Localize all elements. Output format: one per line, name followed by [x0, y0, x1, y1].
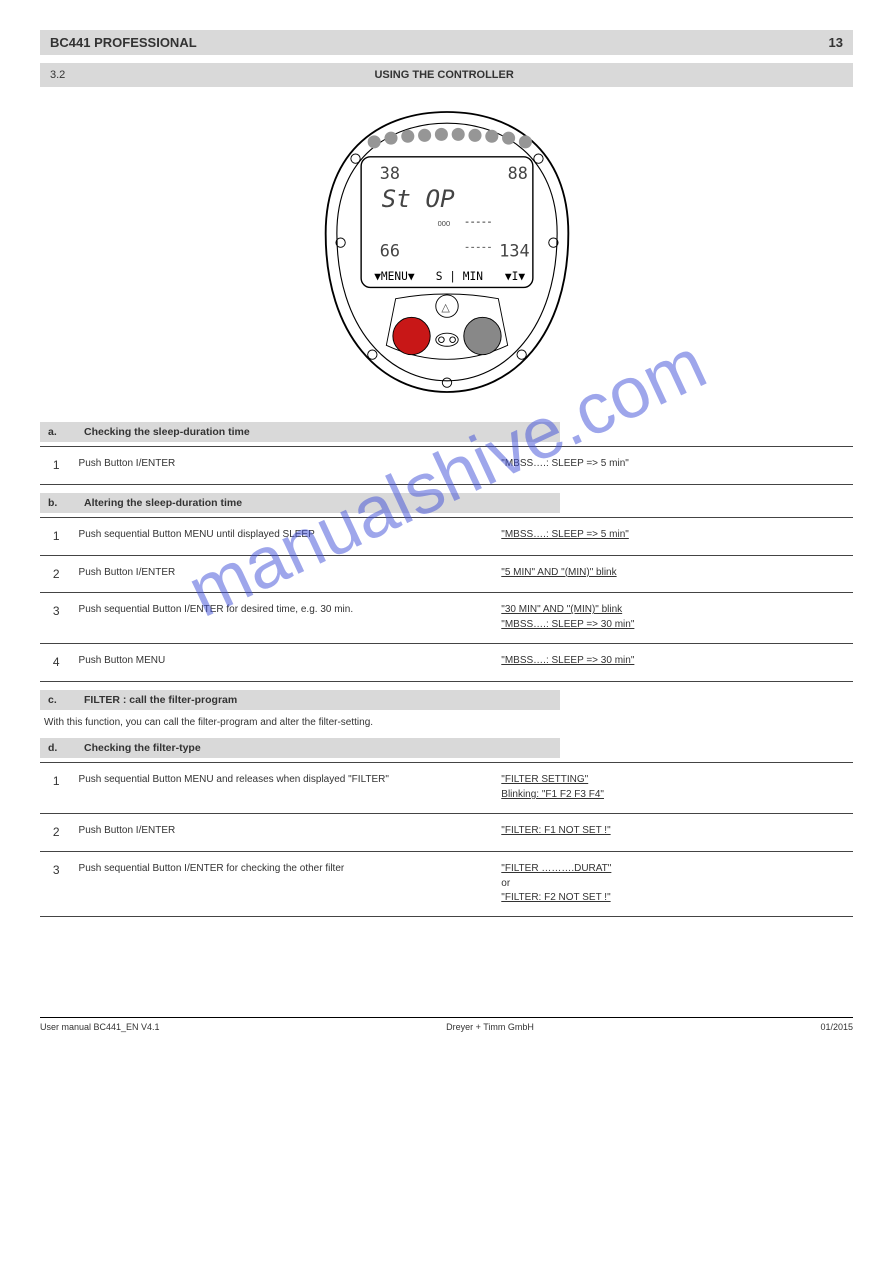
lcd-menu-label: ▼MENU▼ — [374, 270, 415, 283]
step-action: Push Button I/ENTER — [73, 555, 496, 593]
step-number: 1 — [40, 763, 73, 814]
page-title: BC441 PROFESSIONAL — [50, 35, 197, 50]
section-c-title: FILTER : call the filter-program — [84, 694, 237, 706]
table-row: 1 Push sequential Button MENU until disp… — [40, 517, 853, 555]
step-display: "FILTER ……….DURAT" or "FILTER: F2 NOT SE… — [495, 851, 853, 916]
step-action: Push Button I/ENTER — [73, 814, 496, 852]
footer-right: 01/2015 — [820, 1022, 853, 1032]
table-row: 1 Push sequential Button MENU and releas… — [40, 763, 853, 814]
controller-diagram-container: 38 88 St OP 66 134 ▼MENU▼ S | MIN ▼I▼ 00… — [40, 102, 853, 402]
section-a-header: a. Checking the sleep-duration time — [40, 422, 560, 442]
step-display: "5 MIN" AND "(MIN)" blink — [495, 555, 853, 593]
table-row: 2 Push Button I/ENTER "5 MIN" AND "(MIN)… — [40, 555, 853, 593]
footer-left: User manual BC441_EN V4.1 — [40, 1022, 160, 1032]
section-c-header: c. FILTER : call the filter-program — [40, 690, 560, 710]
controller-diagram: 38 88 St OP 66 134 ▼MENU▼ S | MIN ▼I▼ 00… — [307, 102, 587, 402]
section-b-table: 1 Push sequential Button MENU until disp… — [40, 517, 853, 682]
step-action: Push sequential Button MENU and releases… — [73, 763, 496, 814]
lcd-i-label: ▼I▼ — [504, 270, 524, 283]
svg-text:000: 000 — [437, 219, 449, 228]
section-title: USING THE CONTROLLER — [65, 69, 823, 81]
lcd-br: 134 — [499, 241, 529, 261]
lcd-top-right: 88 — [507, 163, 527, 183]
step-number: 3 — [40, 851, 73, 916]
svg-text:△: △ — [441, 302, 450, 314]
page-header-bar: BC441 PROFESSIONAL 13 — [40, 30, 853, 55]
section-header-bar: 3.2 USING THE CONTROLLER — [40, 63, 853, 87]
menu-button[interactable] — [392, 317, 429, 354]
step-action: Push sequential Button I/ENTER for check… — [73, 851, 496, 916]
section-c-desc: With this function, you can call the fil… — [44, 716, 853, 730]
table-row: 4 Push Button MENU "MBSS….: SLEEP => 30 … — [40, 644, 853, 682]
step-number: 1 — [40, 447, 73, 485]
section-b-title: Altering the sleep-duration time — [84, 497, 242, 509]
section-a-title: Checking the sleep-duration time — [84, 426, 250, 438]
section-a-num: a. — [48, 426, 64, 438]
step-number: 4 — [40, 644, 73, 682]
page-number: 13 — [829, 35, 843, 50]
table-row: 3 Push sequential Button I/ENTER for che… — [40, 851, 853, 916]
table-row: 2 Push Button I/ENTER "FILTER: F1 NOT SE… — [40, 814, 853, 852]
table-row: 1 Push Button I/ENTER "MBSS….: SLEEP => … — [40, 447, 853, 485]
section-d-header: d. Checking the filter-type — [40, 738, 560, 758]
section-d-table: 1 Push sequential Button MENU and releas… — [40, 762, 853, 917]
lcd-top-left: 38 — [379, 163, 399, 183]
section-b-header: b. Altering the sleep-duration time — [40, 493, 560, 513]
section-number: 3.2 — [50, 69, 65, 81]
step-action: Push sequential Button MENU until displa… — [73, 517, 496, 555]
step-number: 1 — [40, 517, 73, 555]
step-number: 2 — [40, 814, 73, 852]
step-action: Push sequential Button I/ENTER for desir… — [73, 593, 496, 644]
footer-center: Dreyer + Timm GmbH — [446, 1022, 534, 1032]
section-b-num: b. — [48, 497, 64, 509]
enter-button[interactable] — [463, 317, 500, 354]
step-display: "FILTER SETTING" Blinking: "F1 F2 F3 F4" — [495, 763, 853, 814]
step-display: "FILTER: F1 NOT SET !" — [495, 814, 853, 852]
step-display: "MBSS….: SLEEP => 30 min" — [495, 644, 853, 682]
step-number: 3 — [40, 593, 73, 644]
lcd-min-label: S | MIN — [435, 270, 482, 283]
step-action: Push Button MENU — [73, 644, 496, 682]
page-footer: User manual BC441_EN V4.1 Dreyer + Timm … — [40, 1017, 853, 1032]
section-a-table: 1 Push Button I/ENTER "MBSS….: SLEEP => … — [40, 446, 853, 485]
step-display: "MBSS….: SLEEP => 5 min" — [495, 447, 853, 485]
step-display: "MBSS….: SLEEP => 5 min" — [495, 517, 853, 555]
indicator-dots — [367, 128, 531, 149]
lcd-bl: 66 — [379, 241, 399, 261]
table-row: 3 Push sequential Button I/ENTER for des… — [40, 593, 853, 644]
section-c-num: c. — [48, 694, 64, 706]
step-display: "30 MIN" AND "(MIN)" blink "MBSS….: SLEE… — [495, 593, 853, 644]
step-action: Push Button I/ENTER — [73, 447, 496, 485]
section-d-title: Checking the filter-type — [84, 742, 201, 754]
section-d-num: d. — [48, 742, 64, 754]
step-number: 2 — [40, 555, 73, 593]
lcd-main: St OP — [381, 184, 454, 213]
